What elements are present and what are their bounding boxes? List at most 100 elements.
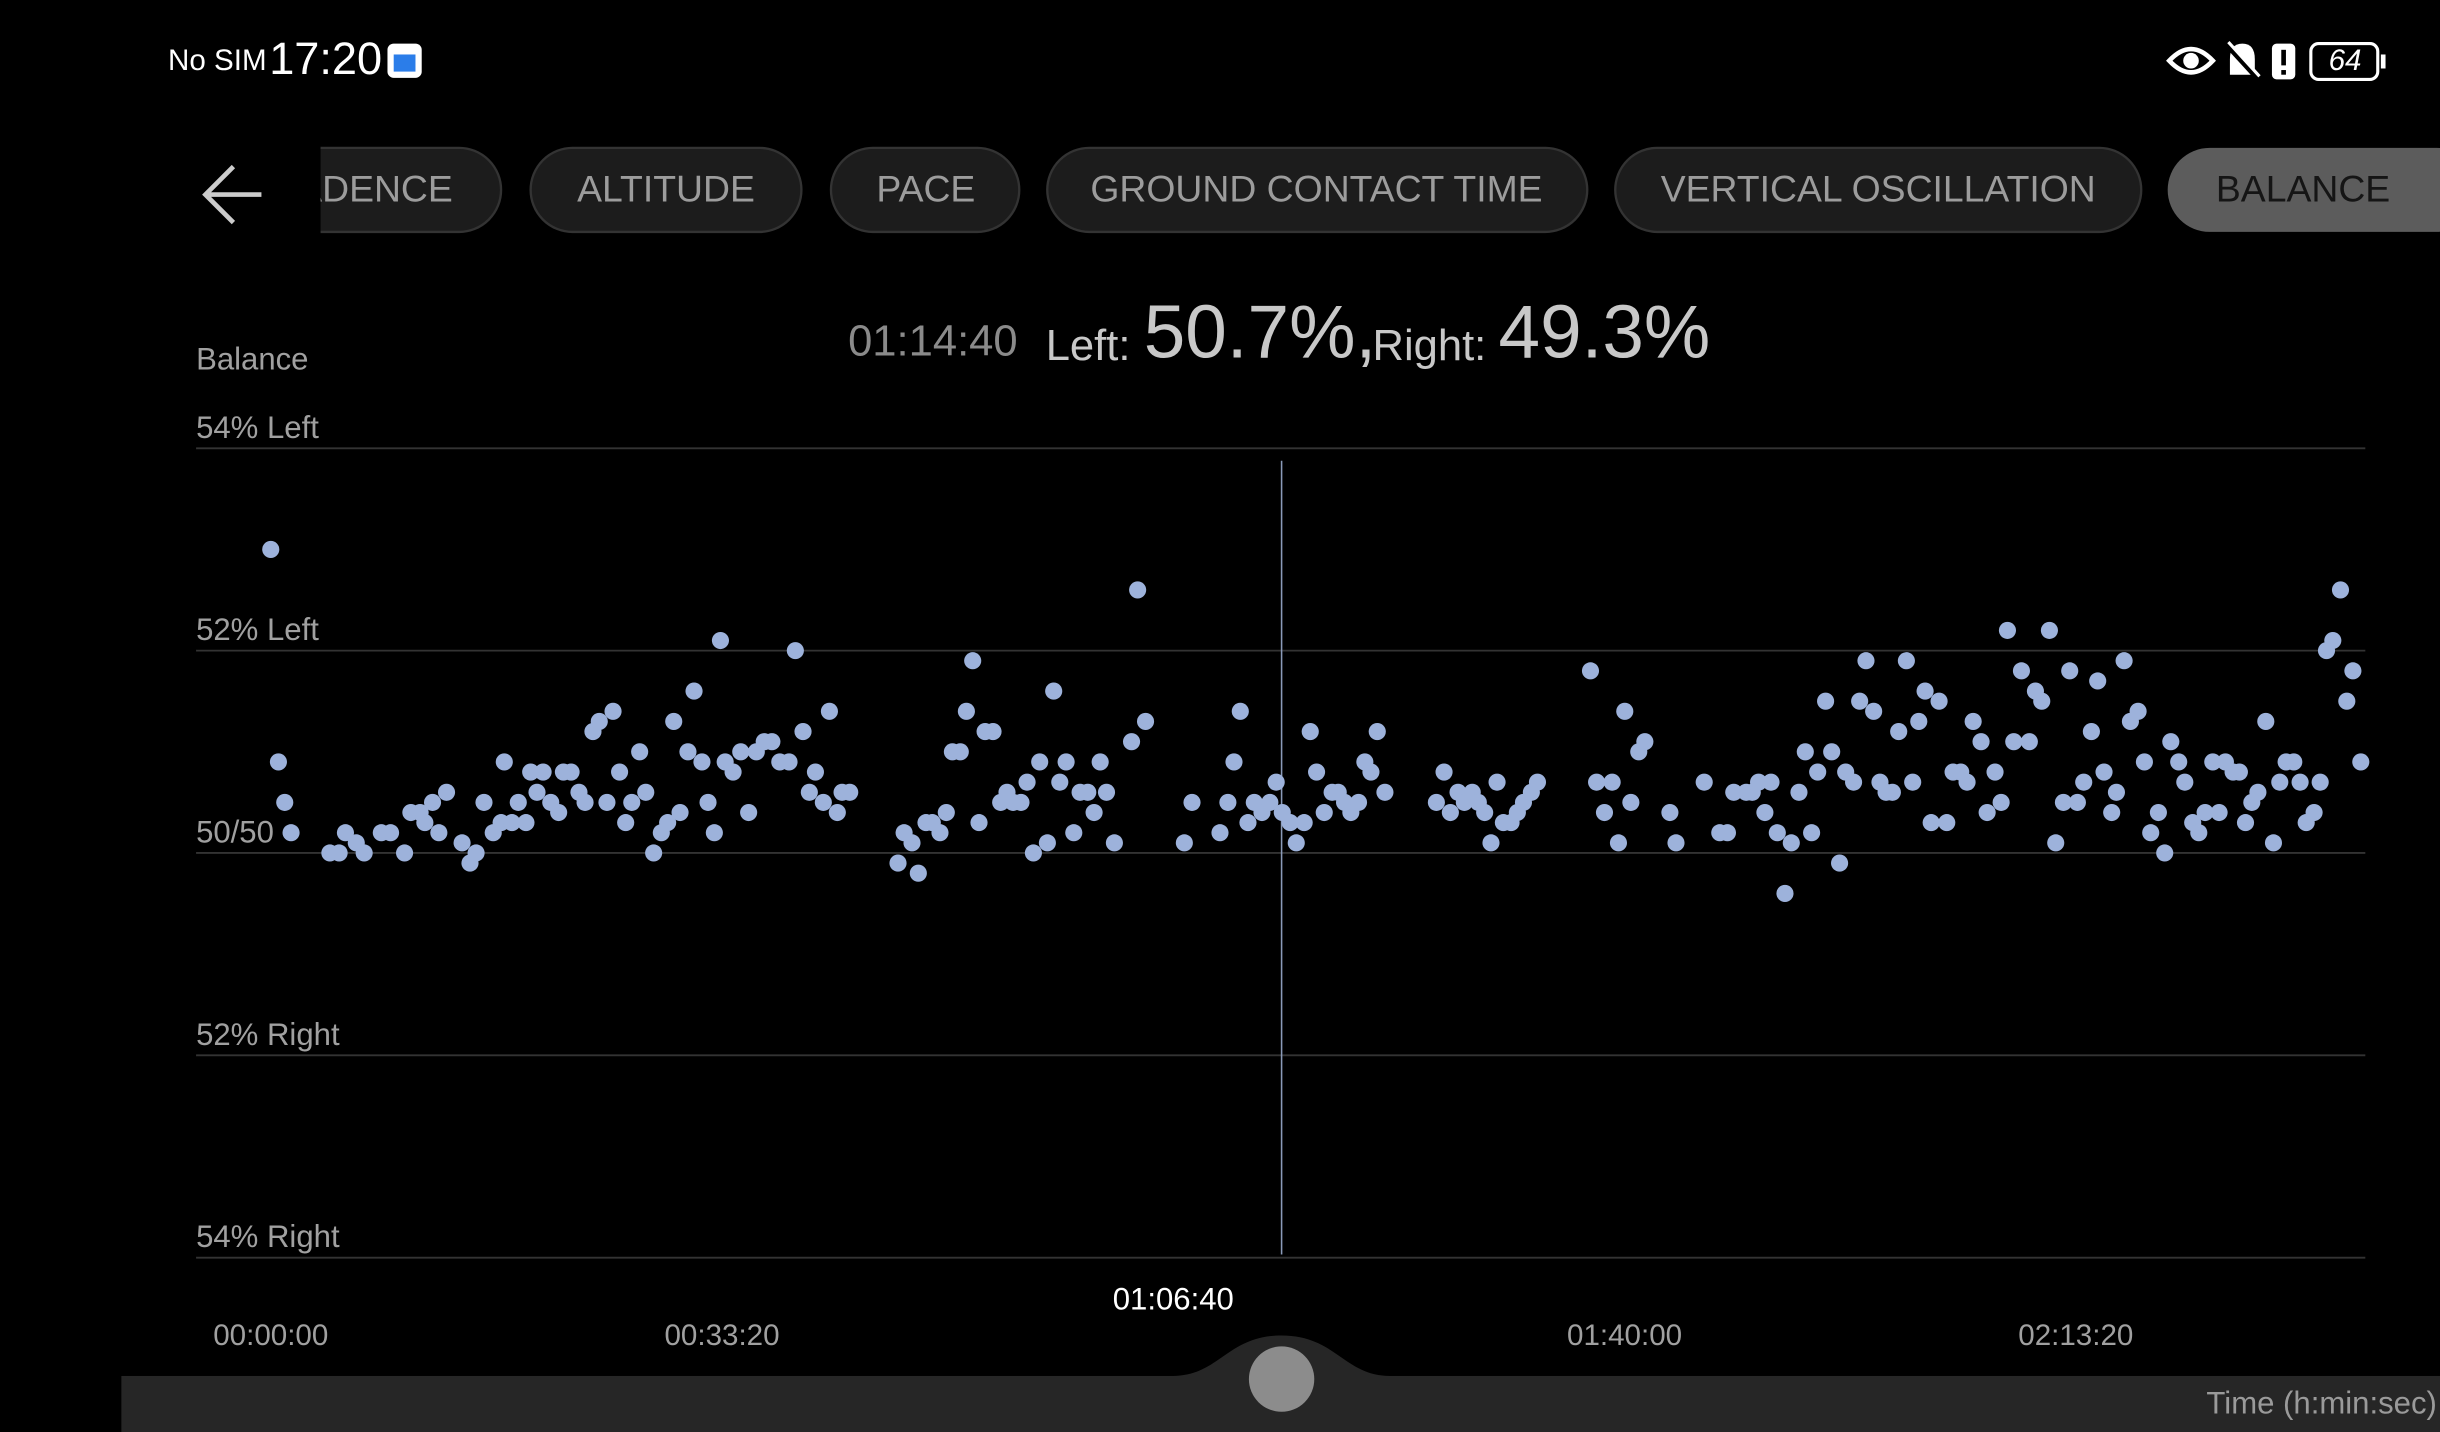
data-point [1315, 803, 1333, 822]
data-point [382, 824, 400, 842]
data-point [732, 743, 750, 761]
tab-label: PACE [876, 167, 975, 209]
tab[interactable]: GROUND CONTACT TIME [1046, 146, 1589, 234]
data-point [1012, 793, 1030, 811]
y-axis-title: Balance [196, 341, 308, 376]
data-point [1085, 803, 1103, 822]
data-point [2068, 793, 2086, 811]
data-point [2176, 773, 2194, 791]
data-point [970, 814, 988, 832]
data-point [1105, 834, 1123, 852]
data-point [1986, 763, 2004, 781]
data-point [2264, 834, 2283, 852]
back-button[interactable] [202, 164, 262, 225]
data-point [2033, 692, 2051, 710]
data-point [590, 712, 608, 731]
data-point [1287, 834, 1305, 852]
tab-label: BALANCE [2216, 167, 2390, 209]
data-point [2344, 662, 2362, 680]
data-point [2089, 672, 2107, 690]
data-point [984, 723, 1002, 741]
data-point [1718, 824, 1737, 842]
data-point [2190, 824, 2208, 842]
data-point [931, 824, 949, 842]
data-point [1051, 773, 1069, 791]
data-point [1295, 814, 1313, 832]
data-point [1301, 723, 1319, 741]
data-point [699, 793, 717, 811]
tab-label: ADENCE [297, 167, 453, 209]
data-point [522, 763, 540, 781]
tab-bar: ADENCE ALTITUDE PACE GROUND CONTACT TIME… [233, 146, 2440, 234]
tab[interactable]: ALTITUDE [529, 146, 803, 234]
scrubber-thumb[interactable] [1248, 1346, 1315, 1412]
data-point [1308, 763, 1326, 781]
data-point [1362, 763, 1380, 781]
tab[interactable]: ADENCE [233, 146, 503, 234]
data-point [1239, 814, 1257, 832]
readout-left-value: 50.7%, [1144, 289, 1377, 373]
y-tick-label: 54% Right [196, 1219, 340, 1254]
data-point [276, 793, 294, 811]
data-point [1595, 803, 1614, 822]
data-point [2305, 803, 2323, 822]
tab[interactable]: PACE [829, 146, 1021, 234]
y-tick-label: 52% Right [196, 1017, 340, 1052]
data-point [889, 854, 907, 872]
data-point [2149, 803, 2167, 822]
data-point [611, 763, 629, 781]
data-point [453, 834, 471, 852]
data-point [2061, 662, 2079, 680]
data-point [820, 702, 838, 720]
data-point [1790, 783, 1808, 801]
data-point [1528, 773, 1547, 791]
data-point [1225, 753, 1243, 771]
data-point [705, 824, 723, 842]
data-point [534, 763, 552, 781]
data-point [395, 844, 414, 862]
x-tick-label: 02:13:20 [2018, 1319, 2133, 1352]
data-point [2142, 824, 2160, 842]
data-point [617, 814, 635, 832]
readout-left-label: Left: [1046, 322, 1131, 370]
data-point [1097, 783, 1116, 801]
data-point [2311, 773, 2329, 791]
carrier: No SIM [168, 44, 267, 77]
data-point [1581, 662, 1600, 680]
data-point [437, 783, 456, 801]
data-point [2291, 773, 2309, 791]
battery [2309, 42, 2386, 81]
data-point [2324, 631, 2342, 650]
data-point [2135, 753, 2153, 771]
data-point [623, 793, 641, 811]
data-point [2012, 662, 2031, 680]
data-point [1922, 814, 1940, 832]
data-point [2204, 753, 2222, 771]
battery-level: 64 [2329, 44, 2362, 77]
data-point [1823, 743, 1841, 761]
data-point [330, 844, 348, 862]
data-point [2103, 803, 2121, 822]
data-point [1349, 793, 1368, 811]
data-point [1972, 733, 1990, 751]
data-point [1992, 793, 2010, 811]
data-point [1831, 854, 1849, 872]
data-point [828, 803, 846, 822]
data-point [503, 814, 521, 832]
data-point [1978, 803, 1996, 822]
data-point [1261, 793, 1279, 811]
data-point [1851, 692, 1869, 710]
data-point [1175, 834, 1193, 852]
data-point [637, 783, 655, 801]
data-point [1588, 773, 1606, 791]
data-point [2107, 783, 2125, 801]
data-point [2129, 702, 2147, 720]
alert-battery-icon [2271, 43, 2296, 80]
tab[interactable]: VERTICAL OSCILLATION [1614, 146, 2143, 234]
tab-selected[interactable]: BALANCE [2167, 147, 2440, 232]
data-point [671, 803, 689, 822]
data-point [355, 844, 373, 862]
data-point [430, 824, 448, 842]
data-point [740, 803, 758, 822]
